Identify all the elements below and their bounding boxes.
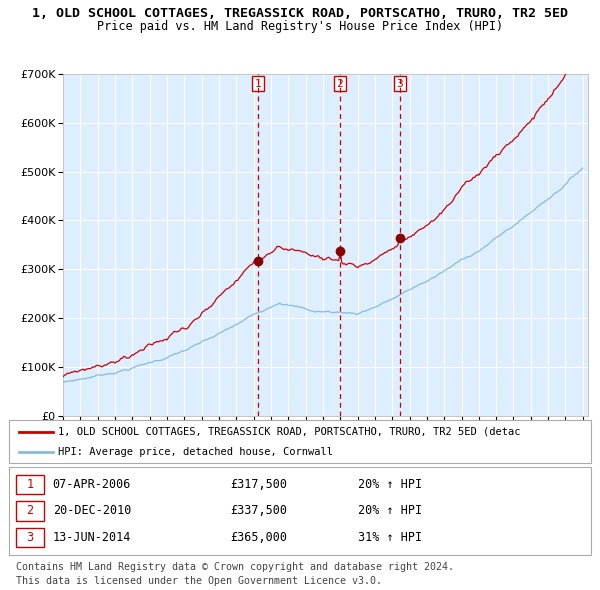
- Text: £365,000: £365,000: [230, 530, 287, 543]
- Text: 20-DEC-2010: 20-DEC-2010: [53, 504, 131, 517]
- Text: £317,500: £317,500: [230, 478, 287, 491]
- Text: This data is licensed under the Open Government Licence v3.0.: This data is licensed under the Open Gov…: [16, 576, 382, 586]
- Text: 07-APR-2006: 07-APR-2006: [53, 478, 131, 491]
- Text: 2: 2: [26, 504, 34, 517]
- Text: 20% ↑ HPI: 20% ↑ HPI: [358, 504, 422, 517]
- FancyBboxPatch shape: [16, 502, 44, 520]
- Text: 31% ↑ HPI: 31% ↑ HPI: [358, 530, 422, 543]
- FancyBboxPatch shape: [16, 475, 44, 494]
- Text: 13-JUN-2014: 13-JUN-2014: [53, 530, 131, 543]
- FancyBboxPatch shape: [9, 420, 591, 463]
- Text: 20% ↑ HPI: 20% ↑ HPI: [358, 478, 422, 491]
- Text: 3: 3: [397, 78, 403, 88]
- FancyBboxPatch shape: [9, 467, 591, 555]
- Text: Price paid vs. HM Land Registry's House Price Index (HPI): Price paid vs. HM Land Registry's House …: [97, 20, 503, 33]
- Text: 1: 1: [26, 478, 34, 491]
- Text: 1: 1: [255, 78, 262, 88]
- Text: £337,500: £337,500: [230, 504, 287, 517]
- Text: HPI: Average price, detached house, Cornwall: HPI: Average price, detached house, Corn…: [58, 447, 334, 457]
- Text: 1, OLD SCHOOL COTTAGES, TREGASSICK ROAD, PORTSCATHO, TRURO, TR2 5ED: 1, OLD SCHOOL COTTAGES, TREGASSICK ROAD,…: [32, 7, 568, 20]
- Text: Contains HM Land Registry data © Crown copyright and database right 2024.: Contains HM Land Registry data © Crown c…: [16, 562, 454, 572]
- Text: 3: 3: [26, 530, 34, 543]
- FancyBboxPatch shape: [16, 527, 44, 547]
- Text: 2: 2: [337, 78, 343, 88]
- Text: 1, OLD SCHOOL COTTAGES, TREGASSICK ROAD, PORTSCATHO, TRURO, TR2 5ED (detac: 1, OLD SCHOOL COTTAGES, TREGASSICK ROAD,…: [58, 427, 521, 437]
